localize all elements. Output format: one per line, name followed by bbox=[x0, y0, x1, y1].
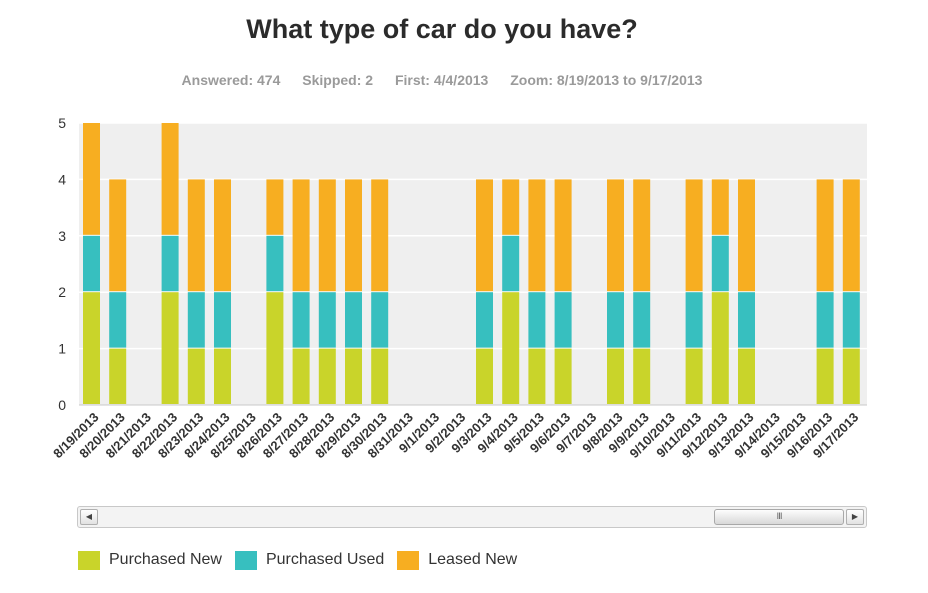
bar-segment[interactable] bbox=[214, 179, 231, 292]
bar-segment[interactable] bbox=[345, 348, 362, 404]
legend: Purchased New Purchased Used Leased New bbox=[78, 549, 530, 571]
bar-segment[interactable] bbox=[161, 235, 179, 292]
bar-segment[interactable] bbox=[685, 292, 703, 348]
bar-segment[interactable] bbox=[816, 292, 834, 348]
bar-segment[interactable] bbox=[842, 179, 860, 292]
bar-segment[interactable] bbox=[214, 292, 231, 348]
scroll-right-button[interactable]: ▶ bbox=[846, 509, 864, 525]
legend-label: Purchased New bbox=[109, 551, 222, 568]
bar-segment[interactable] bbox=[607, 179, 624, 292]
bar-segment[interactable] bbox=[685, 348, 703, 404]
bar-segment[interactable] bbox=[842, 292, 860, 348]
bar-segment[interactable] bbox=[554, 179, 572, 292]
bar-segment[interactable] bbox=[109, 348, 127, 404]
bar-segment[interactable] bbox=[816, 179, 834, 292]
bar-segment[interactable] bbox=[187, 292, 205, 348]
bar-segment[interactable] bbox=[161, 123, 179, 235]
bar-segment[interactable] bbox=[842, 348, 860, 404]
legend-item-purchased-used[interactable]: Purchased Used bbox=[234, 550, 385, 570]
bar-segment[interactable] bbox=[83, 292, 100, 404]
stat-answered: Answered: 474 bbox=[181, 72, 281, 88]
bar-segment[interactable] bbox=[292, 348, 310, 404]
bar-segment[interactable] bbox=[528, 348, 546, 404]
bar-segment[interactable] bbox=[266, 179, 284, 235]
legend-item-leased-new[interactable]: Leased New bbox=[397, 550, 518, 570]
y-tick-label: 2 bbox=[58, 284, 66, 300]
bar-segment[interactable] bbox=[554, 292, 572, 348]
response-stats: Answered: 474 Skipped: 2 First: 4/4/2013… bbox=[0, 72, 884, 88]
bar-segment[interactable] bbox=[476, 292, 493, 348]
bar-segment[interactable] bbox=[161, 292, 179, 404]
bar-segment[interactable] bbox=[266, 235, 284, 292]
bar-segment[interactable] bbox=[318, 348, 336, 404]
bar-segment[interactable] bbox=[502, 179, 520, 235]
bar-segment[interactable] bbox=[633, 348, 651, 404]
bar-segment[interactable] bbox=[738, 292, 755, 348]
bar-segment[interactable] bbox=[476, 179, 493, 292]
y-tick-labels: 0 1 2 3 4 5 bbox=[58, 115, 66, 413]
bar-segment[interactable] bbox=[685, 179, 703, 292]
bar-segment[interactable] bbox=[187, 348, 205, 404]
chart-title: What type of car do you have? bbox=[246, 14, 638, 44]
bar-segment[interactable] bbox=[109, 292, 127, 348]
bar-segment[interactable] bbox=[633, 179, 651, 292]
bar-segment[interactable] bbox=[607, 292, 624, 348]
bar-segment[interactable] bbox=[711, 292, 729, 404]
bar-segment[interactable] bbox=[292, 179, 310, 292]
bar-segment[interactable] bbox=[711, 235, 729, 292]
bar-segment[interactable] bbox=[528, 179, 546, 292]
bar-segment[interactable] bbox=[816, 348, 834, 404]
plot-area bbox=[79, 123, 867, 405]
bar-segment[interactable] bbox=[371, 292, 389, 348]
bar-segment[interactable] bbox=[187, 179, 205, 292]
bar-segment[interactable] bbox=[502, 235, 520, 292]
y-tick-label: 0 bbox=[58, 397, 66, 413]
legend-label: Purchased Used bbox=[265, 551, 385, 568]
bar-segment[interactable] bbox=[109, 179, 127, 292]
triangle-left-icon: ◀ bbox=[85, 512, 93, 521]
bar-segment[interactable] bbox=[554, 348, 572, 404]
y-tick-label: 4 bbox=[58, 171, 66, 187]
horizontal-scrollbar[interactable]: ◀ III ▶ bbox=[77, 506, 867, 528]
bar-segment[interactable] bbox=[318, 179, 336, 292]
stat-skipped: Skipped: 2 bbox=[302, 72, 374, 88]
bar-segment[interactable] bbox=[83, 123, 100, 235]
bars bbox=[83, 123, 860, 404]
legend-swatch bbox=[397, 550, 420, 570]
bar-segment[interactable] bbox=[528, 292, 546, 348]
bar-segment[interactable] bbox=[711, 179, 729, 235]
bar-segment[interactable] bbox=[214, 348, 231, 404]
bar-segment[interactable] bbox=[738, 179, 755, 292]
bar-segment[interactable] bbox=[633, 292, 651, 348]
bar-segment[interactable] bbox=[371, 348, 389, 404]
y-tick-label: 1 bbox=[58, 341, 66, 357]
stacked-bar-chart: 0 1 2 3 4 5 8/19/20138/20/20138/21/20138/22/2… bbox=[50, 115, 867, 462]
legend-swatch bbox=[234, 550, 257, 570]
legend-item-purchased-new[interactable]: Purchased New bbox=[78, 550, 222, 570]
bar-segment[interactable] bbox=[345, 179, 362, 292]
bar-segment[interactable] bbox=[83, 235, 100, 292]
triangle-right-icon: ▶ bbox=[851, 512, 859, 521]
bar-segment[interactable] bbox=[476, 348, 493, 404]
bar-segment[interactable] bbox=[502, 292, 520, 404]
scroll-left-button[interactable]: ◀ bbox=[80, 509, 98, 525]
bar-segment[interactable] bbox=[292, 292, 310, 348]
grid-lines bbox=[79, 122, 867, 350]
bar-segment[interactable] bbox=[371, 179, 389, 292]
bar-segment[interactable] bbox=[738, 348, 755, 404]
bar-segment[interactable] bbox=[266, 292, 284, 404]
bar-segment[interactable] bbox=[345, 292, 362, 348]
legend-label: Leased New bbox=[428, 551, 518, 568]
stat-zoom: Zoom: 8/19/2013 to 9/17/2013 bbox=[510, 72, 703, 88]
y-tick-label: 5 bbox=[58, 115, 66, 131]
y-tick-label: 3 bbox=[58, 228, 66, 244]
x-tick-labels: 8/19/20138/20/20138/21/20138/22/20138/23… bbox=[50, 410, 861, 462]
bar-segment[interactable] bbox=[318, 292, 336, 348]
stat-first: First: 4/4/2013 bbox=[394, 72, 489, 88]
bar-segment[interactable] bbox=[607, 348, 624, 404]
legend-swatch bbox=[78, 550, 100, 570]
scroll-thumb[interactable]: III bbox=[714, 509, 844, 525]
